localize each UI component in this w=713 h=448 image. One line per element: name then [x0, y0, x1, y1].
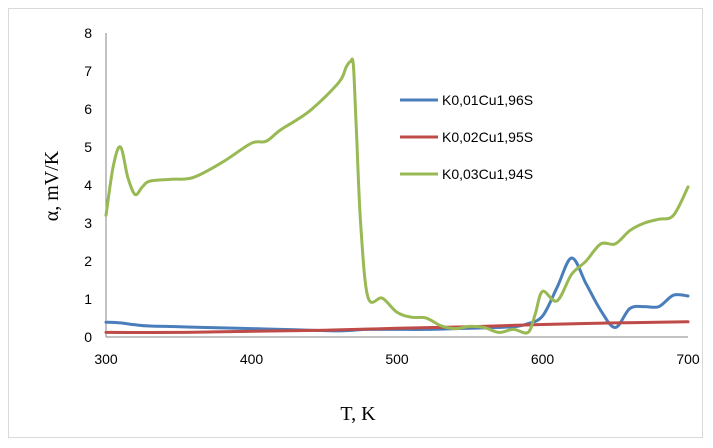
x-tick-label: 400 [240, 351, 264, 367]
x-axis-title: T, K [340, 403, 376, 425]
y-tick-label: 7 [84, 63, 92, 79]
series-line-1 [104, 256, 690, 333]
x-tick-label: 700 [676, 351, 700, 367]
y-tick-label: 1 [84, 291, 92, 307]
y-tick-label: 2 [84, 253, 92, 269]
legend-label-2: K0,02Cu1,95S [442, 129, 533, 145]
x-tick-label: 300 [94, 351, 118, 367]
series-line-3 [104, 57, 690, 335]
legend-label-1: K0,01Cu1,96S [442, 92, 533, 108]
x-tick-labels: 300 400 500 600 700 [94, 351, 700, 367]
series-group [104, 57, 690, 335]
x-tick-label: 500 [385, 351, 409, 367]
series-line-2 [104, 320, 690, 334]
legend-label-3: K0,03Cu1,94S [442, 166, 533, 182]
x-tick-label: 600 [531, 351, 555, 367]
y-tick-labels: 0 1 2 3 4 5 6 7 8 [84, 25, 92, 345]
y-tick-label: 5 [84, 139, 92, 155]
y-tick-label: 3 [84, 215, 92, 231]
y-axis-title: α, mV/K [41, 150, 63, 221]
legend: K0,01Cu1,96S K0,02Cu1,95S K0,03Cu1,94S [400, 92, 533, 182]
y-tick-label: 0 [84, 329, 92, 345]
y-tick-label: 6 [84, 101, 92, 117]
y-tick-label: 4 [84, 177, 92, 193]
y-tick-label: 8 [84, 25, 92, 41]
